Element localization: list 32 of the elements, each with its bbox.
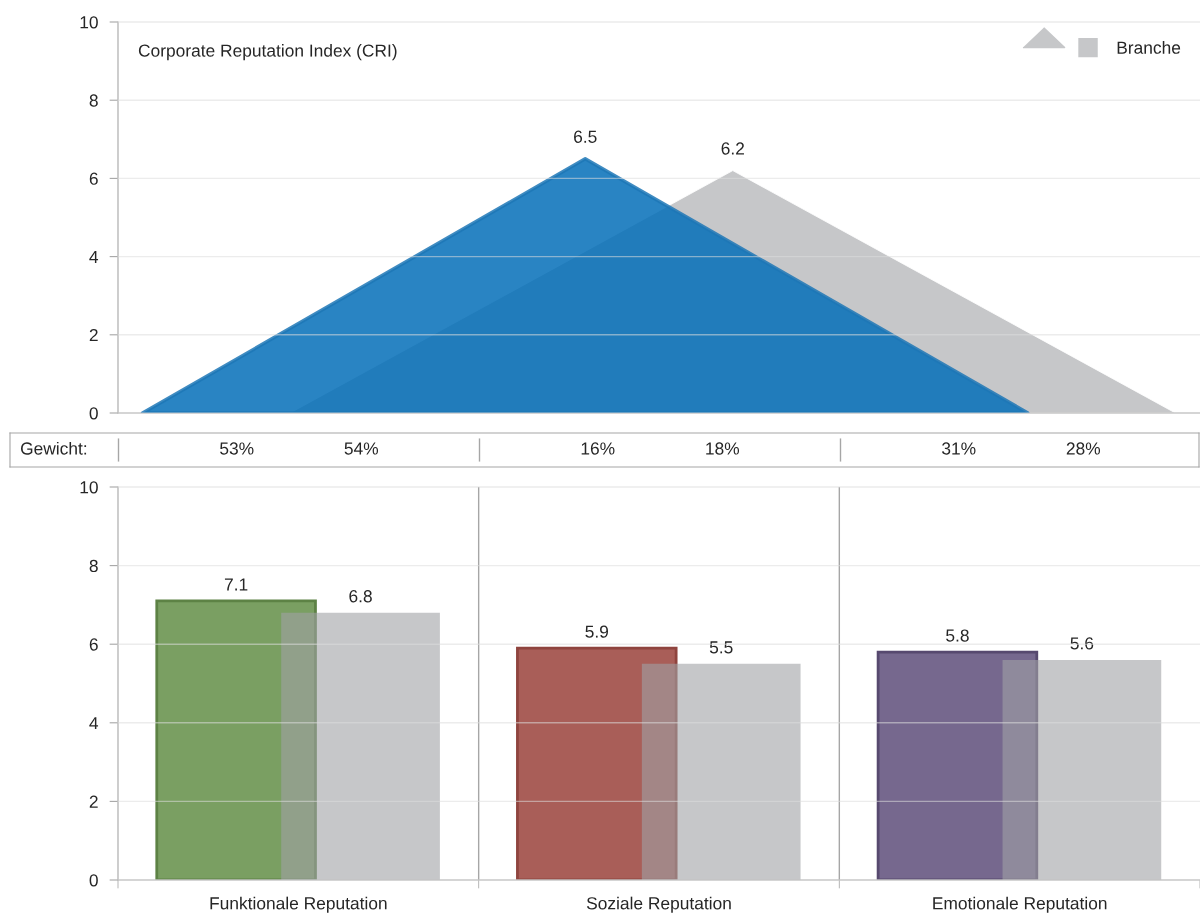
y-tick-label: 10	[80, 16, 98, 29]
data-label: 5.9	[585, 625, 609, 638]
data-label: 7.1	[224, 578, 248, 591]
y-tick-label: 10	[80, 481, 98, 494]
text: 28%	[1066, 442, 1101, 455]
text: 31%	[942, 442, 976, 455]
data-label: 6.5	[574, 130, 597, 143]
data-label: 5.8	[946, 629, 969, 642]
y-tick-label: 8	[89, 94, 98, 107]
x-tick-label: Funktionale Reputation	[210, 896, 387, 913]
y-tick-label: 2	[89, 328, 98, 342]
text: Gewicht:	[20, 441, 87, 455]
y-tick-label: 4	[89, 250, 99, 263]
text: 53%	[220, 442, 254, 455]
y-tick-label: 6	[89, 172, 98, 185]
legend-label: Branche	[1117, 41, 1181, 54]
data-label: 6.2	[721, 142, 744, 155]
x-tick-label: Emotionale Reputation	[933, 896, 1107, 913]
y-tick-label: 2	[89, 795, 98, 808]
y-tick-label: 0	[89, 874, 98, 887]
data-label: 5.5	[709, 641, 733, 654]
text: 16%	[581, 442, 615, 455]
text: 18%	[706, 442, 740, 455]
data-label: 6.8	[349, 590, 372, 603]
y-tick-label: 6	[89, 638, 98, 651]
text: Corporate Reputation Index (CRI)	[138, 44, 397, 61]
x-tick-label: Soziale Reputation	[586, 896, 731, 913]
y-tick-label: 0	[89, 407, 98, 420]
text: 54%	[344, 442, 379, 455]
y-tick-label: 4	[89, 717, 99, 730]
y-tick-label: 8	[89, 559, 98, 573]
data-label: 5.6	[1070, 637, 1094, 650]
